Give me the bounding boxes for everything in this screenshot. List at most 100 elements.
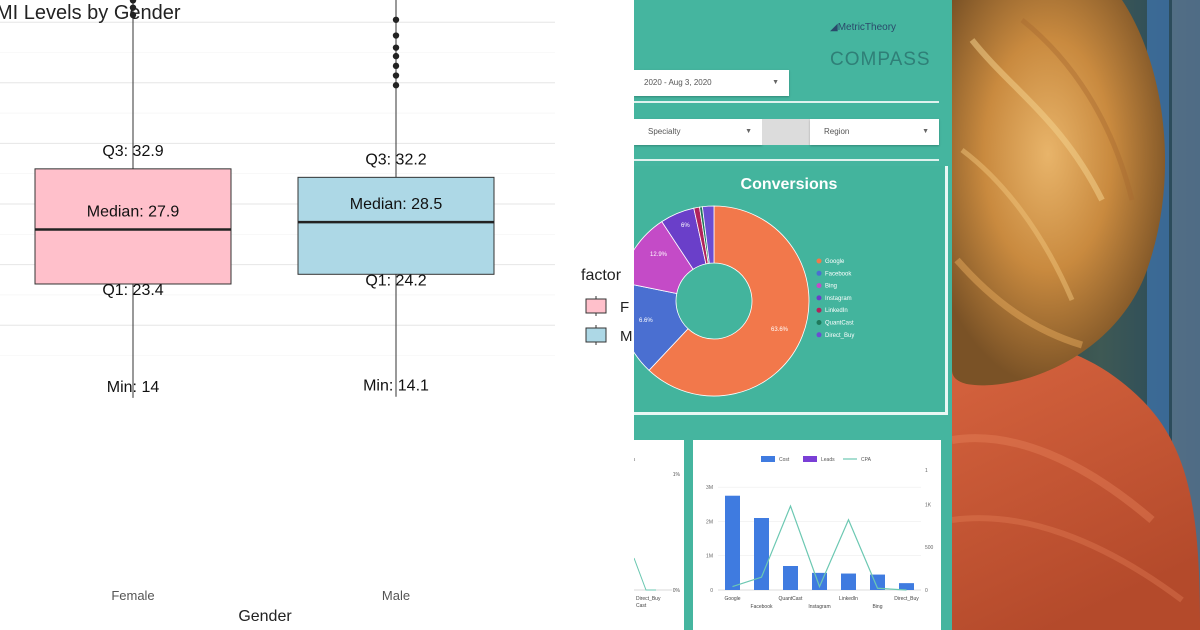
mini-x-label: Cast [636, 603, 647, 609]
legend-title: factor [581, 267, 622, 284]
boxplot-marks [34, 0, 495, 398]
outlier-point [392, 82, 400, 89]
brand-mark-icon: ◢ [830, 22, 838, 33]
filter-spacer [762, 119, 810, 145]
outlier-point [129, 4, 137, 11]
specialty-filter[interactable]: Specialty ▼ [634, 119, 762, 145]
bar-cost [841, 573, 856, 590]
legend-label: Leads [821, 457, 835, 463]
legend-label: CPA [861, 457, 872, 463]
box-male [297, 176, 495, 275]
outlier-point [392, 72, 400, 79]
legend-swatch-male [585, 327, 607, 343]
legend-label: Cost [779, 457, 790, 463]
legend-label: Instagram [825, 296, 852, 302]
brand-logo: ◢MetricTheory [830, 22, 897, 33]
region-filter[interactable]: Region ▼ [810, 119, 939, 145]
date-range-value: 2020 - Aug 3, 2020 [644, 78, 712, 87]
region-filter-label: Region [824, 127, 850, 136]
x-tick-label: Facebook [751, 604, 773, 610]
y2-tick-label: 500 [925, 545, 934, 551]
chevron-down-icon: ▼ [772, 79, 779, 86]
label-median: Median: 27.9 [87, 203, 180, 220]
y-tick-label: 2M [706, 519, 713, 525]
donut-slice-google [648, 205, 810, 397]
label-q1: Q1: 23.4 [102, 282, 163, 299]
legend-label: Google [825, 259, 845, 265]
outlier-point [392, 62, 400, 70]
legend-label: Direct_Buy [825, 333, 854, 339]
legend-label: Bing [825, 284, 837, 290]
y2-tick-label: 1K [925, 502, 932, 508]
outlier-point [392, 52, 400, 60]
slice-label: 6% [681, 223, 690, 229]
legend-item-male: M [585, 325, 633, 345]
outlier-point [392, 16, 400, 23]
legend-item-female: F [585, 296, 629, 316]
chevron-down-icon: ▼ [922, 128, 929, 135]
donut-slice-direct_buy [701, 205, 715, 264]
bar-cost [783, 566, 798, 590]
conversions-card: Conversions 63.6% 6.6% 12.9% 6% Google Facebo… [634, 166, 948, 415]
bar-cost [725, 495, 740, 590]
label-q1: Q1: 24.2 [365, 272, 426, 289]
product-name: COMPASS [830, 49, 931, 70]
outlier-point [129, 0, 137, 4]
chevron-down-icon: ▼ [745, 128, 752, 135]
legend-dot [816, 270, 822, 276]
x-axis-title: Gender [238, 608, 292, 625]
outlier-point [129, 11, 137, 19]
legend-dot [816, 332, 822, 338]
legend-swatch-female [585, 298, 607, 314]
boxplot-title: MI Levels by Gender [0, 2, 181, 24]
x-tick-label: LinkedIn [839, 596, 858, 602]
outlier-point [392, 32, 400, 39]
label-q3: Q3: 32.2 [365, 151, 426, 168]
y2-tick-label: 0 [925, 588, 928, 594]
legend-dot [816, 283, 822, 289]
x-tick-label: Male [382, 588, 410, 603]
label-min: Min: 14.1 [363, 378, 429, 395]
legend-dot [816, 307, 822, 313]
x-tick-label: Direct_Buy [894, 596, 919, 602]
y-tick-label: 1M [706, 554, 713, 560]
divider [634, 101, 939, 103]
x-tick-label: Female [111, 588, 154, 603]
y-tick-label: 3M [706, 485, 713, 491]
mini-legend-fragment: ds [634, 457, 636, 463]
legend-swatch-leads [803, 456, 817, 462]
mini-y-bottom: 0% [673, 588, 681, 594]
legend-dot [816, 258, 822, 264]
label-median: Median: 28.5 [350, 196, 443, 213]
mini-chart: ds 1% 0% Direct_Buy Cast [634, 457, 681, 609]
outlier-point [392, 44, 400, 51]
bar-cost [899, 583, 914, 590]
slice-label: 6.6% [639, 318, 653, 324]
specialty-filter-label: Specialty [648, 127, 681, 136]
donut-slice-facebook [634, 284, 689, 371]
mini-y-top: 1% [673, 472, 681, 478]
legend-dot [816, 295, 822, 301]
cost-leads-cpa-chart: 3M 2M 1M 0 1 1K 500 0 Google Facebook QuantCast Ins… [706, 456, 934, 610]
label-min: Min: 14 [107, 379, 160, 396]
line-cpa [732, 504, 907, 591]
slice-label: 63.6% [771, 327, 789, 333]
y-tick-label: 0 [710, 588, 713, 594]
legend-dot [816, 320, 822, 325]
x-tick-label: QuantCast [779, 596, 804, 602]
legend-swatch-cost [761, 456, 775, 462]
mini-chart-card: ds 1% 0% Direct_Buy Cast [634, 440, 684, 630]
painting-image [952, 0, 1200, 630]
legend-label-female: F [620, 299, 629, 316]
conversions-title: Conversions [740, 176, 838, 193]
legend-label: QuantCast [825, 321, 854, 327]
x-tick-label: Bing [872, 604, 882, 610]
dashboard-panel: ◢MetricTheory COMPASS 2020 - Aug 3, 2020… [634, 0, 952, 630]
date-range-dropdown[interactable]: 2020 - Aug 3, 2020 ▼ [634, 70, 789, 96]
mini-line-series [634, 557, 656, 591]
mini-x-label: Direct_Buy [636, 596, 661, 602]
box-female [34, 168, 232, 285]
x-tick-label: Google [724, 596, 740, 602]
